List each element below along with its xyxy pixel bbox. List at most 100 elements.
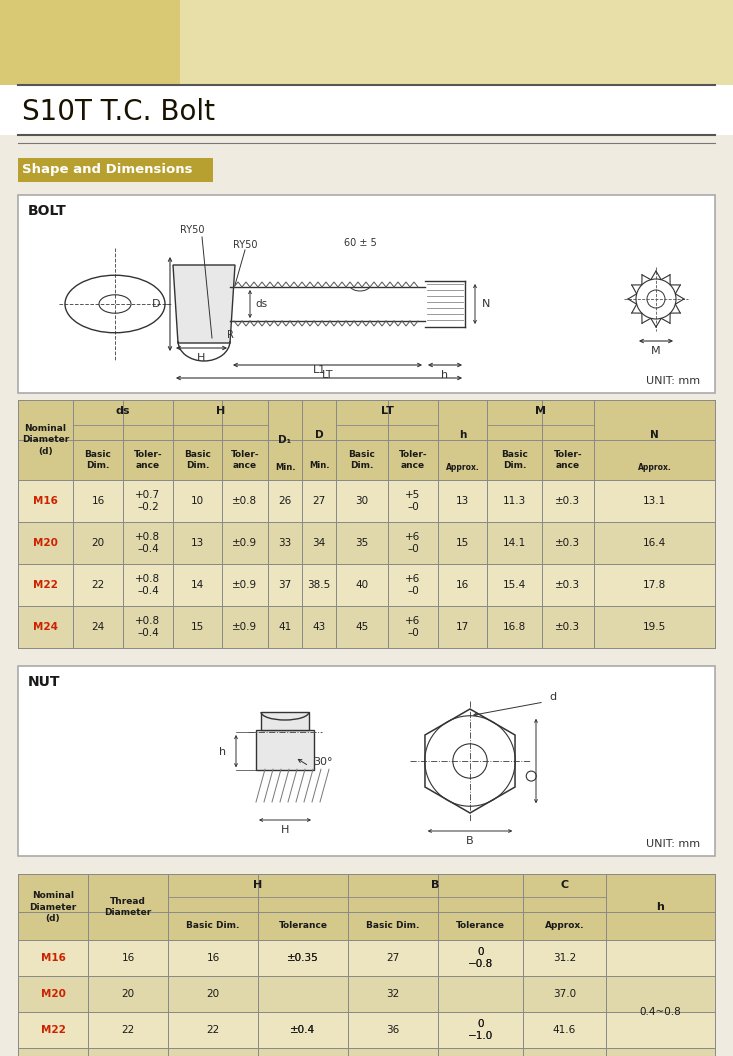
Text: 33: 33 bbox=[279, 538, 292, 548]
Text: M22: M22 bbox=[33, 580, 58, 590]
Bar bbox=[18, 912, 715, 940]
Text: 20: 20 bbox=[207, 989, 220, 999]
Text: 19.5: 19.5 bbox=[643, 622, 666, 631]
Text: H: H bbox=[216, 407, 225, 416]
Bar bbox=[18, 666, 715, 856]
Text: ±0.4: ±0.4 bbox=[290, 1025, 316, 1035]
Text: 37: 37 bbox=[279, 580, 292, 590]
Text: +0.8
–0.4: +0.8 –0.4 bbox=[136, 532, 161, 554]
Text: Basic
Dim.: Basic Dim. bbox=[349, 450, 375, 470]
Text: 31.2: 31.2 bbox=[553, 953, 576, 963]
Text: +6
–0: +6 –0 bbox=[405, 532, 421, 554]
Bar bbox=[18, 440, 715, 480]
Text: Toler-
ance: Toler- ance bbox=[133, 450, 162, 470]
Text: N: N bbox=[482, 299, 490, 309]
Text: B: B bbox=[466, 836, 474, 846]
Text: BOLT: BOLT bbox=[28, 204, 67, 218]
Text: Thread
Diameter: Thread Diameter bbox=[104, 897, 152, 917]
Text: R: R bbox=[227, 329, 234, 340]
Text: H: H bbox=[254, 880, 262, 889]
Text: 30°: 30° bbox=[313, 757, 333, 768]
Text: 30: 30 bbox=[356, 496, 369, 506]
Bar bbox=[18, 666, 715, 856]
Text: Shape and Dimensions: Shape and Dimensions bbox=[22, 164, 193, 176]
Text: Approx.: Approx. bbox=[446, 463, 479, 471]
Text: 60 ± 5: 60 ± 5 bbox=[344, 238, 376, 248]
Text: 41.6: 41.6 bbox=[553, 1025, 576, 1035]
Text: +6
–0: +6 –0 bbox=[405, 616, 421, 638]
Bar bbox=[18, 874, 715, 912]
Text: ±0.4: ±0.4 bbox=[290, 1025, 316, 1035]
Text: N: N bbox=[650, 430, 659, 440]
Text: 26: 26 bbox=[279, 496, 292, 506]
Text: 16: 16 bbox=[207, 953, 220, 963]
Text: S10T T.C. Bolt: S10T T.C. Bolt bbox=[22, 98, 215, 126]
Text: 27: 27 bbox=[386, 953, 399, 963]
Text: L1: L1 bbox=[312, 365, 325, 375]
Text: 38.5: 38.5 bbox=[307, 580, 331, 590]
Text: h: h bbox=[657, 902, 664, 912]
Bar bbox=[18, 606, 715, 648]
Text: M16: M16 bbox=[33, 496, 58, 506]
Text: +0.7
–0.2: +0.7 –0.2 bbox=[136, 490, 161, 512]
Text: ±0.9: ±0.9 bbox=[232, 580, 257, 590]
Text: 24: 24 bbox=[92, 622, 105, 631]
Text: +0.8
–0.4: +0.8 –0.4 bbox=[136, 616, 161, 638]
Text: 32: 32 bbox=[386, 989, 399, 999]
Text: NUT: NUT bbox=[28, 675, 61, 689]
Text: 0
−1.0: 0 −1.0 bbox=[468, 1019, 493, 1041]
Text: h: h bbox=[441, 370, 449, 380]
Bar bbox=[0, 135, 733, 143]
Polygon shape bbox=[173, 265, 235, 343]
Text: LT: LT bbox=[380, 407, 394, 416]
Text: 36: 36 bbox=[386, 1025, 399, 1035]
Text: ±0.3: ±0.3 bbox=[556, 622, 581, 631]
Text: 0
−0.8: 0 −0.8 bbox=[468, 947, 493, 969]
Text: Nominal
Diameter
(d): Nominal Diameter (d) bbox=[22, 425, 69, 455]
Text: +0.8
–0.4: +0.8 –0.4 bbox=[136, 573, 161, 597]
Text: H: H bbox=[281, 825, 290, 835]
Text: ±0.35: ±0.35 bbox=[287, 953, 319, 963]
Text: RY50: RY50 bbox=[180, 225, 205, 235]
Text: h: h bbox=[459, 430, 466, 440]
Bar bbox=[18, 976, 715, 1012]
Text: +6
–0: +6 –0 bbox=[405, 573, 421, 597]
Text: 37.0: 37.0 bbox=[553, 989, 576, 999]
Text: 13: 13 bbox=[191, 538, 204, 548]
Text: 13: 13 bbox=[456, 496, 469, 506]
Text: M24: M24 bbox=[33, 622, 58, 631]
Text: B: B bbox=[431, 880, 440, 889]
Text: 15: 15 bbox=[456, 538, 469, 548]
Text: 20: 20 bbox=[122, 989, 135, 999]
Text: Min.: Min. bbox=[275, 464, 295, 472]
Text: 40: 40 bbox=[356, 580, 369, 590]
Text: ±0.3: ±0.3 bbox=[556, 580, 581, 590]
Text: Basic
Dim.: Basic Dim. bbox=[501, 450, 528, 470]
Text: UNIT: mm: UNIT: mm bbox=[646, 376, 700, 386]
Text: Basic
Dim.: Basic Dim. bbox=[184, 450, 211, 470]
Text: 34: 34 bbox=[312, 538, 325, 548]
Text: 22: 22 bbox=[92, 580, 105, 590]
Text: Basic Dim.: Basic Dim. bbox=[186, 922, 240, 930]
Text: M: M bbox=[651, 346, 661, 356]
Text: C: C bbox=[561, 880, 569, 889]
Text: 35: 35 bbox=[356, 538, 369, 548]
Text: Tolerance: Tolerance bbox=[279, 922, 328, 930]
Bar bbox=[0, 0, 733, 84]
Text: M20: M20 bbox=[33, 538, 58, 548]
Text: 22: 22 bbox=[207, 1025, 220, 1035]
Text: 43: 43 bbox=[312, 622, 325, 631]
Text: D: D bbox=[314, 430, 323, 440]
Bar bbox=[18, 480, 715, 522]
Text: 15: 15 bbox=[191, 622, 204, 631]
Text: ds: ds bbox=[116, 407, 130, 416]
Text: ±0.8: ±0.8 bbox=[232, 496, 257, 506]
Text: Toler-
ance: Toler- ance bbox=[553, 450, 582, 470]
Text: 17.8: 17.8 bbox=[643, 580, 666, 590]
Text: 15.4: 15.4 bbox=[503, 580, 526, 590]
Text: M16: M16 bbox=[40, 953, 65, 963]
Text: 0
−0.8: 0 −0.8 bbox=[468, 947, 493, 969]
Text: 10: 10 bbox=[191, 496, 204, 506]
Text: 20: 20 bbox=[92, 538, 105, 548]
Text: 0.4~0.8: 0.4~0.8 bbox=[640, 1007, 682, 1017]
